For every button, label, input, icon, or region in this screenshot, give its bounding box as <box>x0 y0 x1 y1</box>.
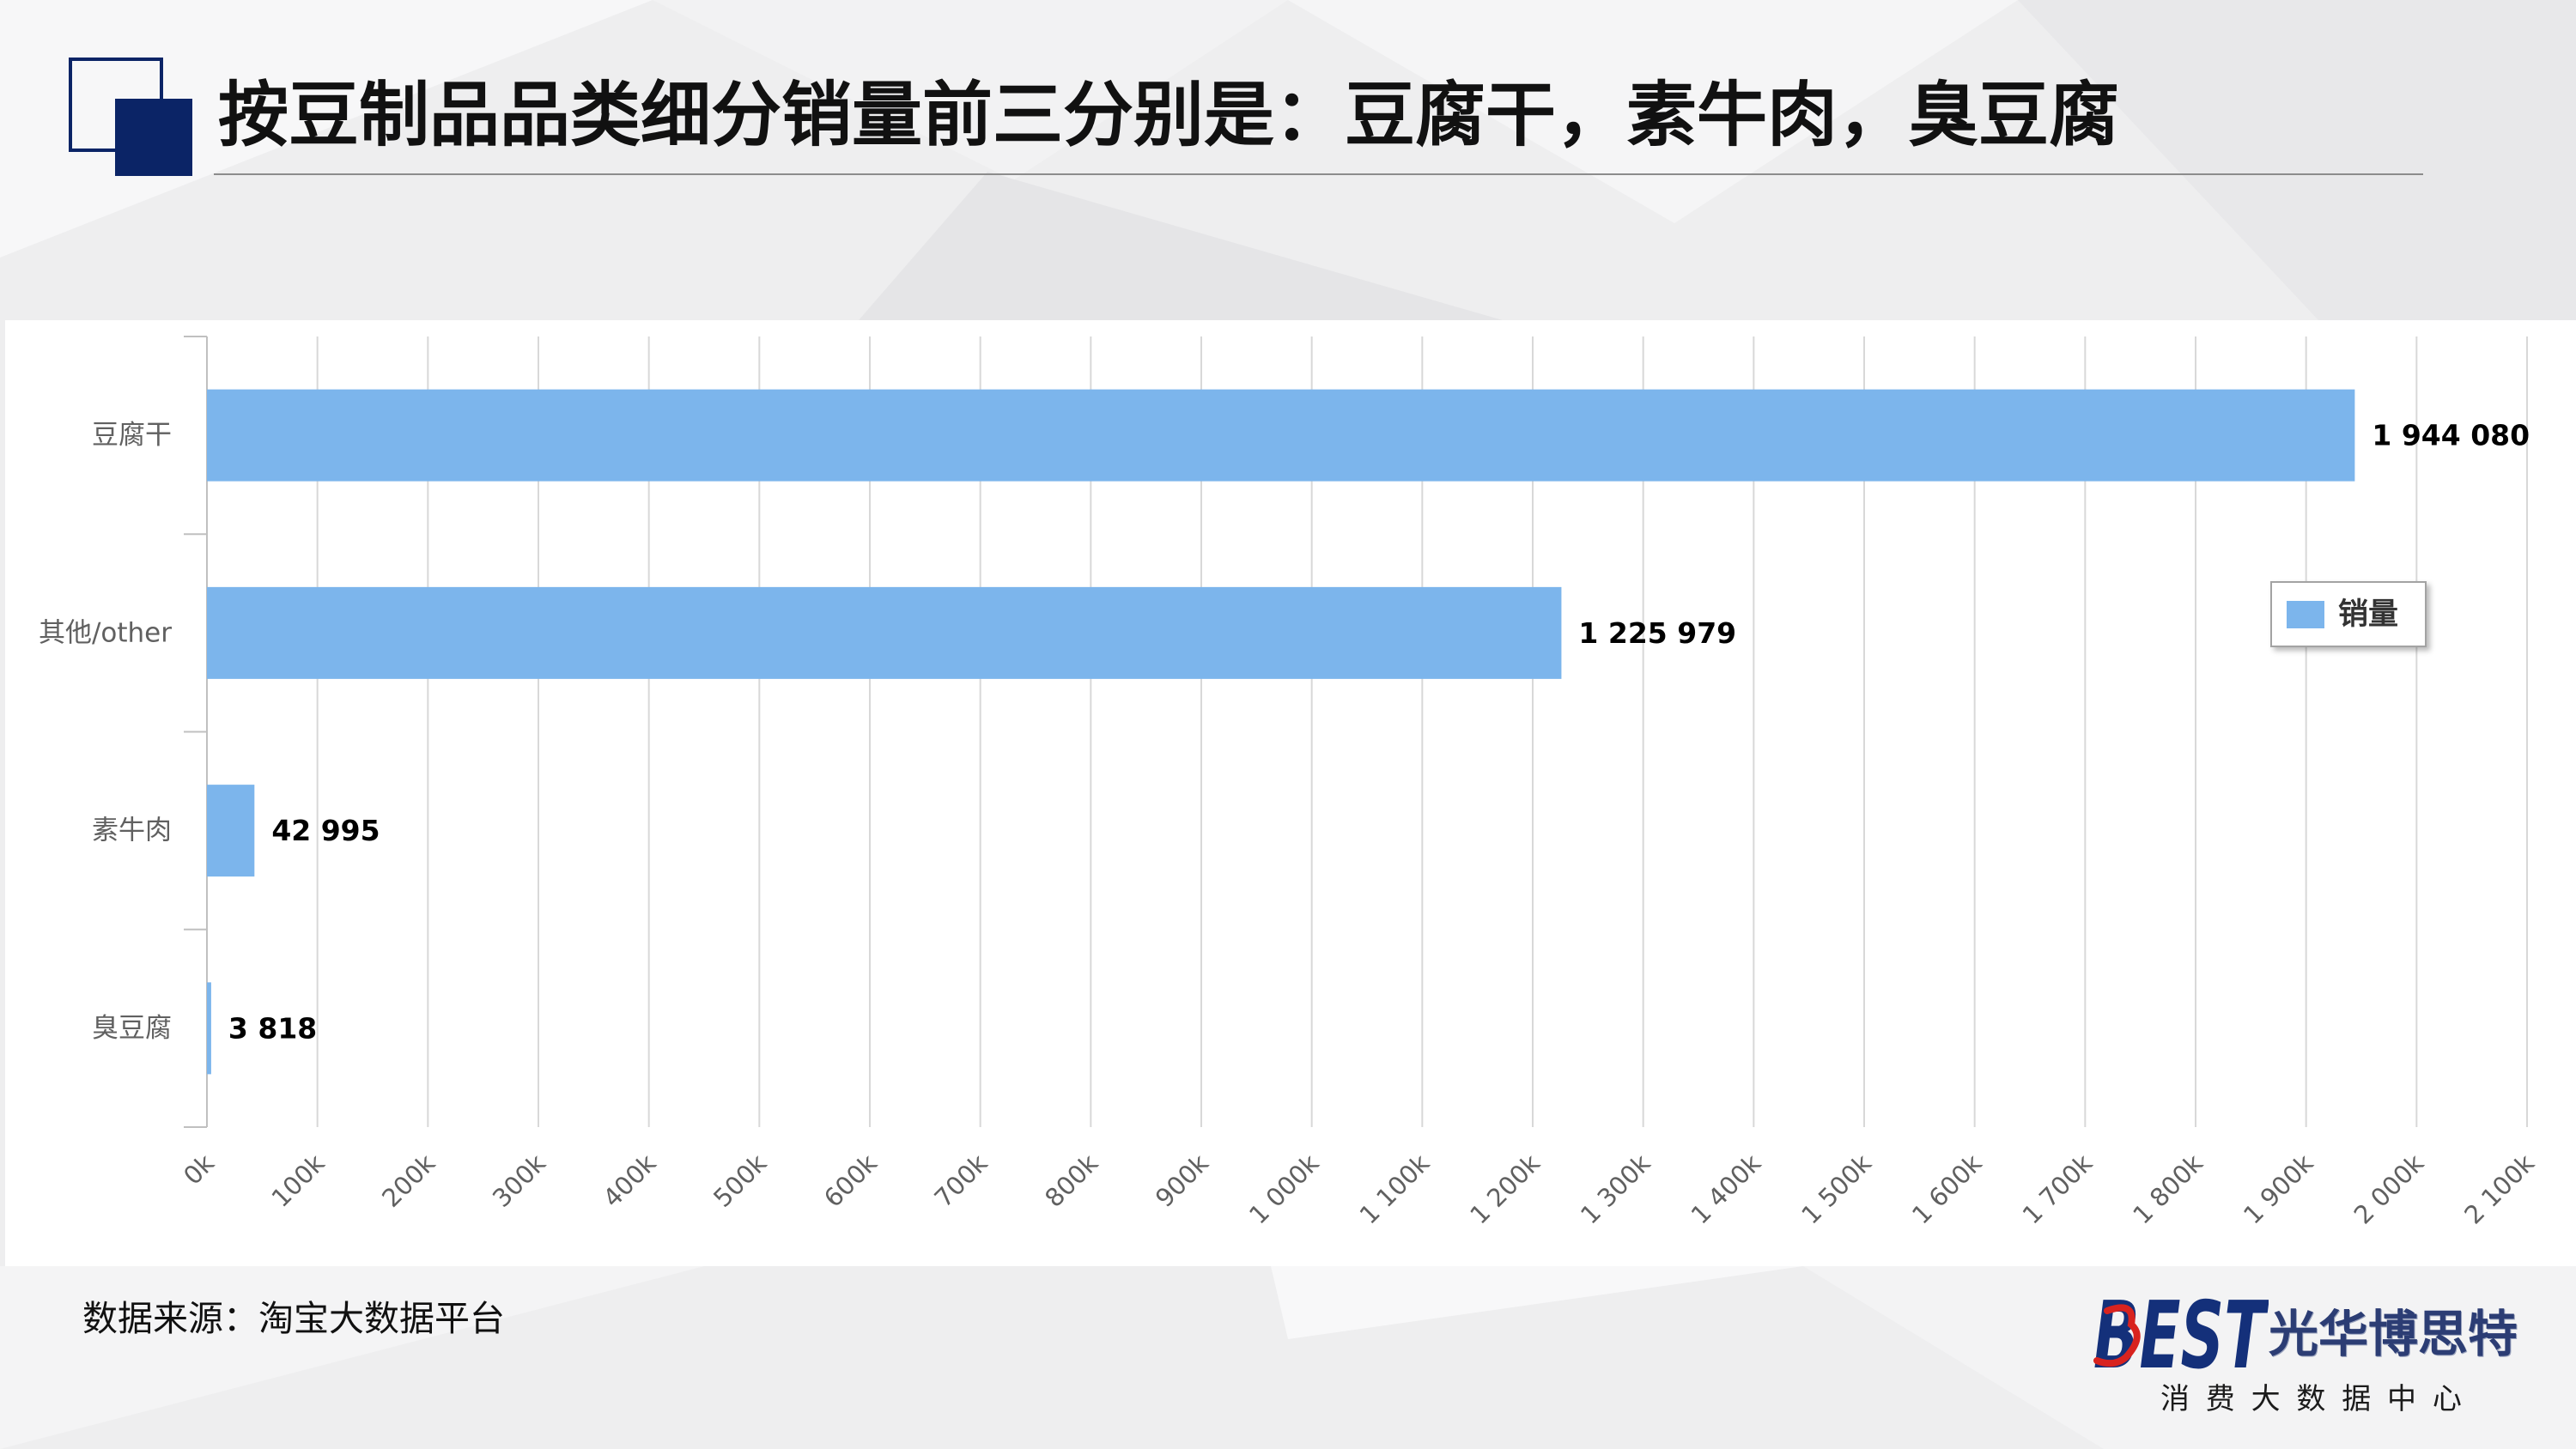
category-label: 素牛肉 <box>92 815 172 846</box>
category-label: 其他/other <box>39 617 172 648</box>
x-tick-label: 1 300k <box>1575 1149 1656 1230</box>
background-facet <box>1288 0 2018 223</box>
data-label: 1 944 080 <box>2372 419 2530 452</box>
x-tick-label: 2 000k <box>2348 1149 2430 1230</box>
x-tick-label: 600k <box>818 1149 883 1213</box>
bar <box>207 586 1562 679</box>
x-tick-label: 1 000k <box>1243 1149 1325 1230</box>
x-tick-label: 1 900k <box>2238 1149 2319 1230</box>
x-tick-label: 900k <box>1150 1149 1214 1213</box>
x-tick-label: 1 100k <box>1354 1149 1436 1230</box>
x-tick-label: 1 700k <box>2017 1149 2099 1230</box>
background-facet <box>859 172 1503 320</box>
chart-panel: 豆腐干其他/other 素牛肉臭豆腐 1 944 080 1 225 979 42 99… <box>5 320 2576 1266</box>
brand-name: 光华博思特 <box>2269 1305 2518 1363</box>
x-tick-label: 300k <box>487 1149 551 1213</box>
x-tick-label: 400k <box>598 1149 662 1213</box>
x-tick-label: 1 400k <box>1686 1149 1767 1230</box>
x-tick-label: 200k <box>376 1149 440 1213</box>
data-label: 1 225 979 <box>1578 616 1736 650</box>
slide-title: 按豆制品品类细分销量前三分别是：豆腐干，素牛肉，臭豆腐 <box>218 75 2120 156</box>
chart-legend: 销量 <box>2270 581 2427 647</box>
category-label: 臭豆腐 <box>92 1013 172 1044</box>
brand-logo: BEST <box>2093 1285 2269 1374</box>
category-label: 豆腐干 <box>92 420 172 451</box>
legend-label: 销量 <box>2338 597 2399 632</box>
x-tick-label: 2 100k <box>2458 1149 2540 1230</box>
data-source-note: 数据来源：淘宝大数据平台 <box>82 1298 505 1339</box>
brand-tagline: 消 费 大 数 据 中 心 <box>2160 1382 2465 1416</box>
data-label: 3 818 <box>228 1011 317 1045</box>
background-facet <box>1803 1266 2576 1449</box>
title-underline <box>214 173 2423 175</box>
background-facet <box>653 0 1288 180</box>
bar <box>207 982 211 1075</box>
x-tick-label: 1 800k <box>2127 1149 2208 1230</box>
brand-logo-swoosh <box>2093 1304 2141 1367</box>
x-tick-label: 100k <box>266 1149 331 1213</box>
title-decoration-filled-square <box>115 99 192 176</box>
x-tick-label: 1 500k <box>1795 1149 1877 1230</box>
x-tick-label: 0k <box>178 1149 220 1191</box>
background-facet <box>2018 0 2576 320</box>
background-facet <box>0 1266 704 1449</box>
x-tick-label: 800k <box>1039 1149 1103 1213</box>
x-tick-label: 700k <box>929 1149 993 1213</box>
background-facet <box>0 0 653 258</box>
x-tick-label: 1 600k <box>1906 1149 1988 1230</box>
x-tick-label: 500k <box>708 1149 772 1213</box>
background-facet <box>1271 1266 1803 1339</box>
bar <box>207 389 2355 482</box>
x-tick-label: 1 200k <box>1464 1149 1546 1230</box>
bar <box>207 785 255 877</box>
legend-swatch <box>2287 600 2324 628</box>
data-label: 42 995 <box>271 814 380 847</box>
